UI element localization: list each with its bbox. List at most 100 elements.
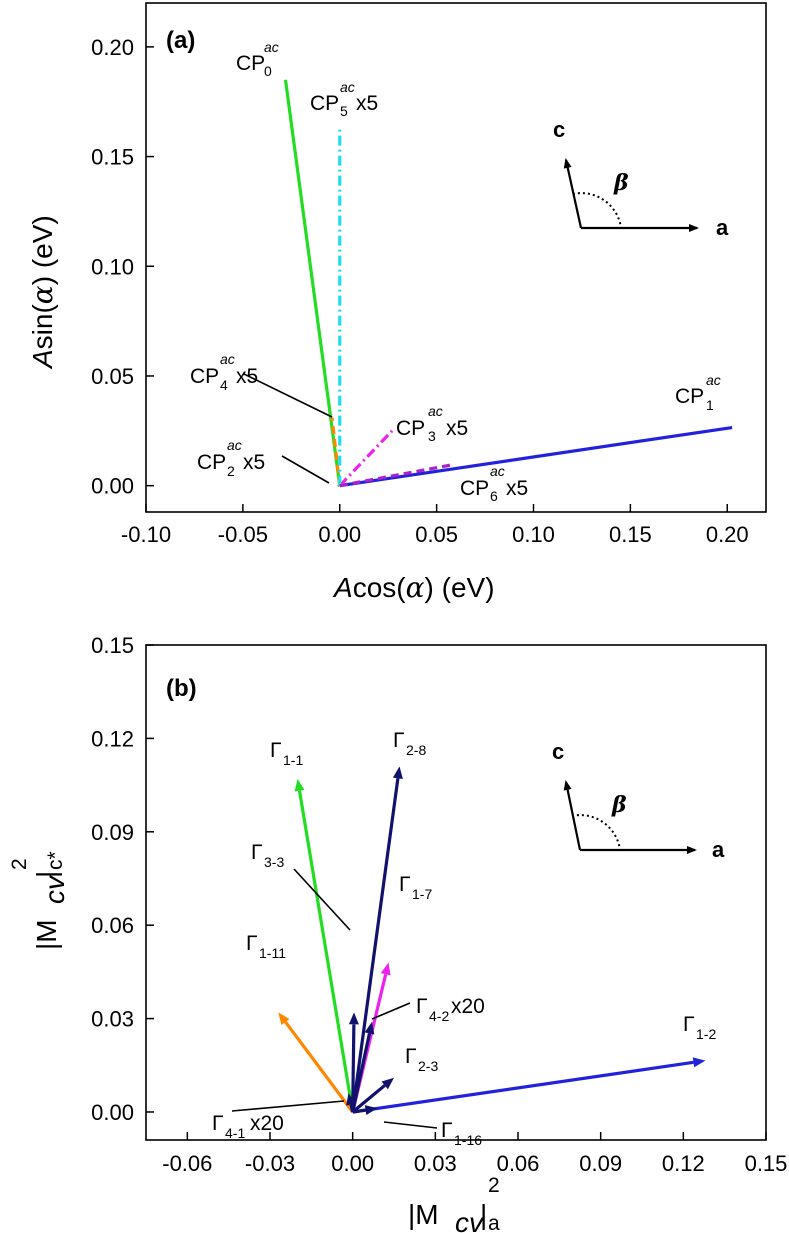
annotation-g1-7: Γ 1-7 [399,873,432,902]
annotation-g2-8: Γ 2-8 [393,729,426,758]
svg-text:Γ: Γ [246,932,258,955]
y-tick-label: 0.09 [91,820,134,845]
svg-text:x20: x20 [250,1112,284,1135]
svg-text:cv: cv [39,874,70,904]
vector-shaft [352,1108,366,1114]
svg-text:|M: |M [408,1199,439,1230]
svg-text:1: 1 [706,397,714,413]
svg-text:0: 0 [264,63,272,79]
svg-text:|: | [31,871,62,878]
y-tick-label: 0.10 [91,254,134,279]
y-tick-label: 0.15 [91,145,134,170]
svg-text:Γ: Γ [393,729,405,752]
x-tick-label: -0.05 [218,522,268,547]
inset-a-label-b: a [712,837,725,862]
y-tick-label: 0.05 [91,364,134,389]
series-line-cp1-ac [339,425,733,488]
annotation-cp4: CP ac 4 x5 [190,351,333,418]
panel-a-label: (a) [166,27,195,54]
svg-text:CP: CP [675,385,704,408]
annotation-g4-1: Γ 4-1 x20 [212,1100,345,1141]
svg-text:1-11: 1-11 [259,945,286,961]
svg-text:ac: ac [428,403,443,419]
svg-text:1-2: 1-2 [696,1026,716,1042]
series-line-cp6-ac-x5 [339,463,453,488]
svg-text:CP: CP [460,477,489,500]
svg-text:3-3: 3-3 [264,854,284,870]
vector-arrowhead [692,1057,706,1068]
y-ticks-a: 0.00 0.05 0.10 0.15 0.20 [91,35,154,499]
x-axis-label-b: |M cv | 2 a [408,1174,500,1233]
vector-arrowhead [346,1093,356,1106]
svg-text:ac: ac [227,437,242,453]
svg-text:|: | [480,1199,487,1230]
y-axis-label-a: Asin(α) (eV) [26,215,59,370]
x-tick-label: 0.00 [331,1151,374,1176]
svg-text:x5: x5 [243,451,265,474]
series-line-cp3-ac-x5 [338,429,394,487]
svg-text:2: 2 [227,463,235,479]
svg-text:ac: ac [220,351,235,367]
y-tick-label: 0.03 [91,1007,134,1032]
svg-text:Γ: Γ [399,873,411,896]
svg-text:4: 4 [220,377,228,393]
series-line-cp4-ac-x5 [330,417,342,486]
vector-shaft [351,1024,356,1113]
annotation-cp5: CP ac 5 x5 [310,79,378,119]
orientation-inset-b: c a β [552,739,725,862]
svg-text:3: 3 [428,428,436,444]
svg-text:x20: x20 [451,995,485,1018]
svg-text:Γ: Γ [405,1045,417,1068]
x-tick-label: 0.00 [318,522,361,547]
x-tick-label: -0.10 [121,522,171,547]
vector-shaft [352,1060,694,1114]
inset-c-label-a: c [553,117,565,142]
x-tick-label: 0.15 [745,1151,788,1176]
x-ticks-b: -0.06 -0.03 0.00 0.03 0.06 0.09 0.12 0.15 [162,1132,787,1176]
inset-beta-label-a: β [613,170,629,196]
vector-1-16 [352,1105,378,1115]
svg-text:4-2: 4-2 [429,1008,449,1024]
svg-text:Γ: Γ [270,739,282,762]
x-axis-label-a: Acos(α) (eV) [332,571,495,604]
svg-text:1-7: 1-7 [412,886,432,902]
x-tick-label: -0.03 [245,1151,295,1176]
x-tick-label: 0.09 [579,1151,622,1176]
annotation-g1-2: Γ 1-2 [683,1013,716,1042]
x-tick-label: 0.15 [609,522,652,547]
annotation-g1-16: Γ 1-16 [383,1119,482,1148]
vector-shaft [349,1104,355,1113]
svg-text:2-3: 2-3 [418,1058,438,1074]
vector-arrowhead [364,1021,375,1035]
vector-2-8 [351,766,403,1113]
svg-text:ac: ac [264,39,279,55]
svg-text:CP: CP [236,52,265,75]
svg-text:CP: CP [396,417,425,440]
svg-text:x5: x5 [446,417,468,440]
svg-text:2-8: 2-8 [406,742,426,758]
series-a [283,79,733,488]
svg-text:ac: ac [706,372,721,388]
vector-arrowhead [381,1077,394,1090]
series-b [278,766,706,1115]
svg-text:x5: x5 [236,365,258,388]
annotation-cp3: CP ac 3 x5 [396,403,468,444]
panel-b-label: (b) [166,675,197,702]
svg-text:|M: |M [31,919,62,950]
svg-text:c*: c* [44,851,67,870]
y-tick-label: 0.00 [91,1100,134,1125]
vector-arrowhead [294,778,305,792]
y-ticks-b: 0.00 0.03 0.06 0.09 0.12 0.15 [91,633,154,1125]
orientation-inset-a: c a β [553,117,729,240]
vector-4-2-x20 [351,1021,375,1113]
inset-c-label-b: c [552,739,564,764]
svg-text:Γ: Γ [441,1119,453,1142]
annotation-cp1: CP ac 1 [675,372,721,413]
svg-text:1-1: 1-1 [283,752,303,768]
annotation-g1-11: Γ 1-11 [246,932,286,961]
svg-text:6: 6 [490,488,498,504]
svg-text:Γ: Γ [416,995,428,1018]
x-tick-label: 0.06 [497,1151,540,1176]
svg-text:Γ: Γ [251,841,263,864]
